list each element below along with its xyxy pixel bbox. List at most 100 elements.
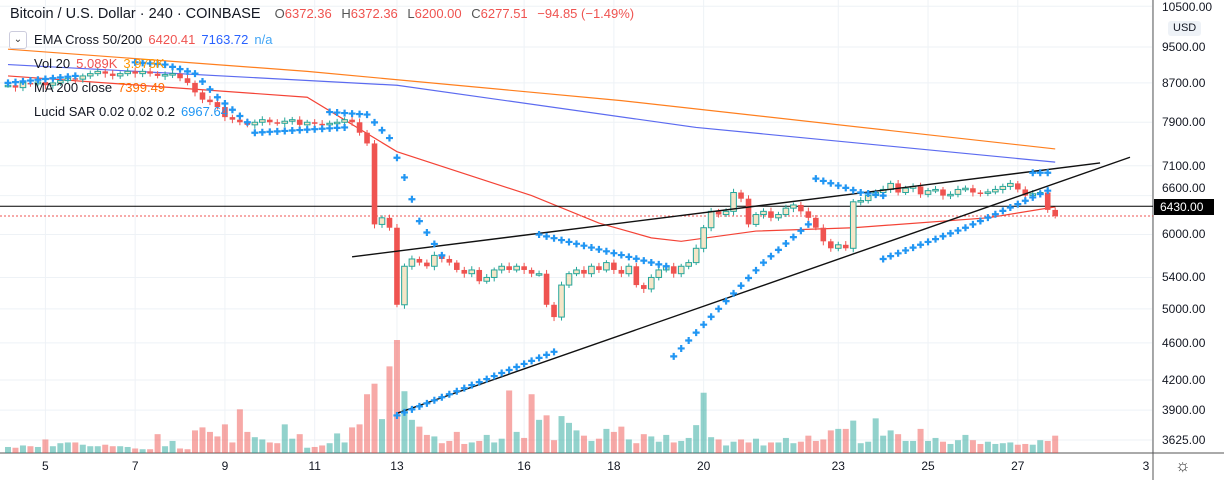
candle <box>857 197 865 206</box>
candle-body <box>828 241 834 249</box>
candle <box>760 208 767 219</box>
volume-bar <box>835 428 842 453</box>
candle <box>677 263 685 278</box>
indicator-legend-row[interactable]: EMA Cross 50/200 6420.41 7163.72 n/a <box>34 32 278 47</box>
volume-bar <box>64 442 71 453</box>
sar-point <box>333 109 341 117</box>
candle-body <box>229 117 236 120</box>
currency-label[interactable]: USD <box>1168 21 1202 36</box>
candle-body <box>147 71 153 74</box>
candle <box>513 263 520 273</box>
candle-body <box>139 70 146 75</box>
sar-point <box>849 186 857 194</box>
indicator-legend-row[interactable]: MA 200 close 7399.49 <box>34 80 171 95</box>
candle-body <box>132 71 138 74</box>
sar-point <box>348 110 356 118</box>
candle-body <box>222 107 228 118</box>
volume-bar <box>356 424 363 453</box>
volume-bar <box>109 446 116 453</box>
candle-body <box>319 123 325 126</box>
sar-point <box>842 184 850 192</box>
candle-body <box>1022 189 1029 196</box>
volume-bar <box>124 446 131 453</box>
volume-bar <box>274 443 281 453</box>
indicator-value: 6420.41 <box>148 32 196 47</box>
sar-point <box>700 321 708 329</box>
candle-body <box>677 265 685 275</box>
sar-point <box>782 240 790 248</box>
volume-bar <box>551 440 558 453</box>
sar-point <box>722 297 730 305</box>
sar-point <box>677 344 685 352</box>
candle-body <box>999 185 1007 190</box>
volume-bar <box>453 431 460 453</box>
sar-point <box>550 348 558 356</box>
volume-bar <box>872 418 879 453</box>
candle-body <box>154 73 161 76</box>
volume-bar <box>513 431 520 453</box>
sar-point <box>139 59 147 67</box>
volume-bar <box>820 439 827 453</box>
volume-bar <box>842 428 849 453</box>
candle-body <box>775 214 782 219</box>
volume-bar <box>184 449 191 453</box>
sar-point <box>161 61 169 69</box>
candle-body <box>109 73 116 76</box>
sar-point <box>273 127 281 135</box>
volume-bar <box>999 443 1006 453</box>
volume-bar <box>633 443 640 453</box>
candle <box>132 67 138 78</box>
sar-point <box>19 77 27 85</box>
volume-bar <box>962 434 969 453</box>
candle-body <box>551 304 557 318</box>
sar-point <box>213 93 221 101</box>
sar-point <box>804 220 812 228</box>
sar-point <box>430 396 438 404</box>
candle <box>446 255 453 266</box>
candle <box>954 185 962 198</box>
candle-body <box>790 204 797 209</box>
sar-point <box>393 154 401 162</box>
volume-bar <box>132 448 139 453</box>
candle-body <box>611 262 617 270</box>
indicator-legend-row[interactable]: Lucid SAR 0.02 0.02 0.2 6967.64 <box>34 104 234 119</box>
sar-point <box>640 257 648 265</box>
volume-bar <box>34 446 41 453</box>
candle-body <box>940 189 946 196</box>
volume-bar <box>708 437 715 453</box>
volume-bar <box>423 434 430 453</box>
indicator-value: 6967.64 <box>180 104 228 119</box>
volume-bar <box>244 431 251 453</box>
candle-body <box>730 192 737 212</box>
candle <box>768 207 774 222</box>
sar-point <box>759 259 767 267</box>
indicator-legend-row[interactable]: Vol 20 5.089K 3.973K <box>34 56 171 71</box>
candle <box>192 80 198 97</box>
volume-bar <box>640 434 647 453</box>
chevron-down-icon[interactable]: ⌄ <box>9 31 27 49</box>
volume-bar <box>221 424 228 453</box>
gear-icon[interactable]: ☼ <box>1175 456 1191 475</box>
candle <box>468 266 476 278</box>
volume-bar <box>296 434 303 453</box>
candle <box>528 267 535 278</box>
volume-bar <box>259 439 266 453</box>
volume-bar <box>685 437 692 453</box>
candle-body <box>371 143 378 225</box>
sar-point <box>857 189 865 197</box>
volume-bar <box>566 422 572 453</box>
sar-point <box>730 289 738 297</box>
candle <box>116 71 124 79</box>
price-tick-label: 7100.00 <box>1162 158 1206 173</box>
candle <box>820 224 827 246</box>
candle <box>842 241 849 251</box>
candle-body <box>707 210 715 229</box>
volume-bar <box>57 443 64 453</box>
candle-body <box>116 73 124 77</box>
sar-point <box>685 337 693 345</box>
volume-bar <box>206 431 213 453</box>
volume-bar <box>767 442 774 453</box>
candle-body <box>483 276 491 282</box>
